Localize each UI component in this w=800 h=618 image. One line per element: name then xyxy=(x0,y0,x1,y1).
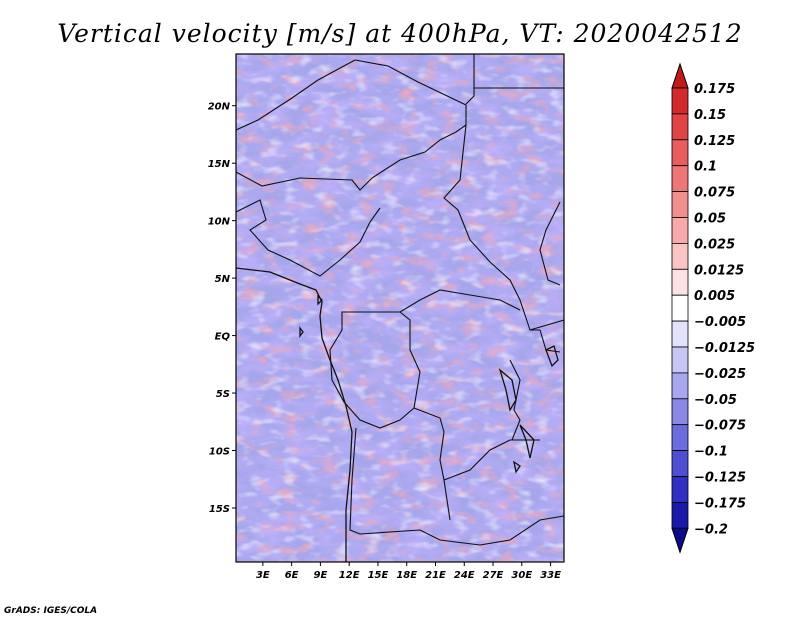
colorbar-swatch xyxy=(671,501,689,529)
x-tick-label: 30E xyxy=(511,570,532,581)
colorbar-swatch xyxy=(671,450,689,477)
colorbar-swatch xyxy=(671,191,689,218)
y-tick-label: 5N xyxy=(215,274,231,285)
y-tick-label: 10S xyxy=(209,447,230,458)
y-tick-label: 15S xyxy=(209,504,230,515)
colorbar-swatch xyxy=(671,320,689,348)
y-tick-label: EQ xyxy=(215,332,231,343)
x-tick-label: 12E xyxy=(339,570,360,581)
country-borders xyxy=(236,54,564,546)
colorbar-bottom-arrow xyxy=(671,527,689,554)
colorbar-swatch xyxy=(671,398,689,426)
x-tick-label: 18E xyxy=(396,570,417,581)
colorbar-label: −0.0125 xyxy=(694,341,755,356)
x-tick-label: 21E xyxy=(425,570,446,581)
colorbar-swatch xyxy=(671,424,689,452)
colorbar-label: 0.125 xyxy=(694,134,735,149)
colorbar-label: 0.0125 xyxy=(694,263,744,278)
y-tick-label: 5S xyxy=(216,389,230,400)
colorbar-top-arrow xyxy=(671,62,689,89)
colorbar-swatch xyxy=(671,242,689,270)
colorbar-swatch xyxy=(671,87,689,115)
colorbar-label: −0.125 xyxy=(694,471,746,486)
colorbar-label: −0.025 xyxy=(694,367,746,382)
x-tick-label: 15E xyxy=(368,570,389,581)
map-panel xyxy=(236,54,564,562)
colorbar-swatch xyxy=(671,113,689,141)
colorbar-swatch xyxy=(671,346,689,374)
y-tick-label: 15N xyxy=(208,159,231,170)
x-tick-label: 33E xyxy=(540,570,561,581)
plot-frame xyxy=(235,53,565,563)
credit-label: GrADS: IGES/COLA xyxy=(4,606,97,616)
colorbar-swatch xyxy=(671,294,689,322)
colorbar-label: 0.005 xyxy=(694,289,735,304)
colorbar-label: 0.175 xyxy=(694,82,735,97)
chart-title: Vertical velocity [m/s] at 400hPa, VT: 2… xyxy=(57,19,742,48)
colorbar-swatch xyxy=(671,217,689,244)
colorbar-label: −0.1 xyxy=(694,445,728,460)
velocity-field-neutral xyxy=(236,54,564,562)
colorbar-label: 0.15 xyxy=(694,108,726,123)
colorbar-label: −0.005 xyxy=(694,315,746,330)
y-tick-label: 20N xyxy=(208,102,231,113)
colorbar-label: −0.075 xyxy=(694,419,746,434)
x-tick-label: 3E xyxy=(256,570,270,581)
x-tick-label: 24E xyxy=(454,570,475,581)
y-tick-label: 10N xyxy=(208,217,231,228)
colorbar-label: 0.075 xyxy=(694,186,735,201)
colorbar-label: 0.025 xyxy=(694,237,735,252)
colorbar-swatch xyxy=(671,476,689,503)
colorbar-label: −0.175 xyxy=(694,496,746,511)
axes: 3E 6E 9E 12E 15E 18E 21E 24E 27E 30E 33E 20N 15N 10N 5… xyxy=(208,102,561,581)
colorbar-label: 0.05 xyxy=(694,212,726,227)
coastline xyxy=(236,267,559,562)
colorbar-label: −0.05 xyxy=(694,393,737,408)
colorbar: 0.175 0.15 0.125 0.1 0.075 0.05 0.025 0.0125 0.0… xyxy=(671,62,755,554)
colorbar-swatch xyxy=(671,139,689,167)
x-tick-label: 6E xyxy=(285,570,299,581)
colorbar-label: 0.1 xyxy=(694,160,717,175)
colorbar-swatch xyxy=(671,268,689,296)
colorbar-swatch xyxy=(671,372,689,400)
x-tick-label: 27E xyxy=(483,570,504,581)
x-tick-label: 9E xyxy=(313,570,327,581)
colorbar-label: −0.2 xyxy=(694,522,728,537)
colorbar-swatch xyxy=(671,165,689,192)
